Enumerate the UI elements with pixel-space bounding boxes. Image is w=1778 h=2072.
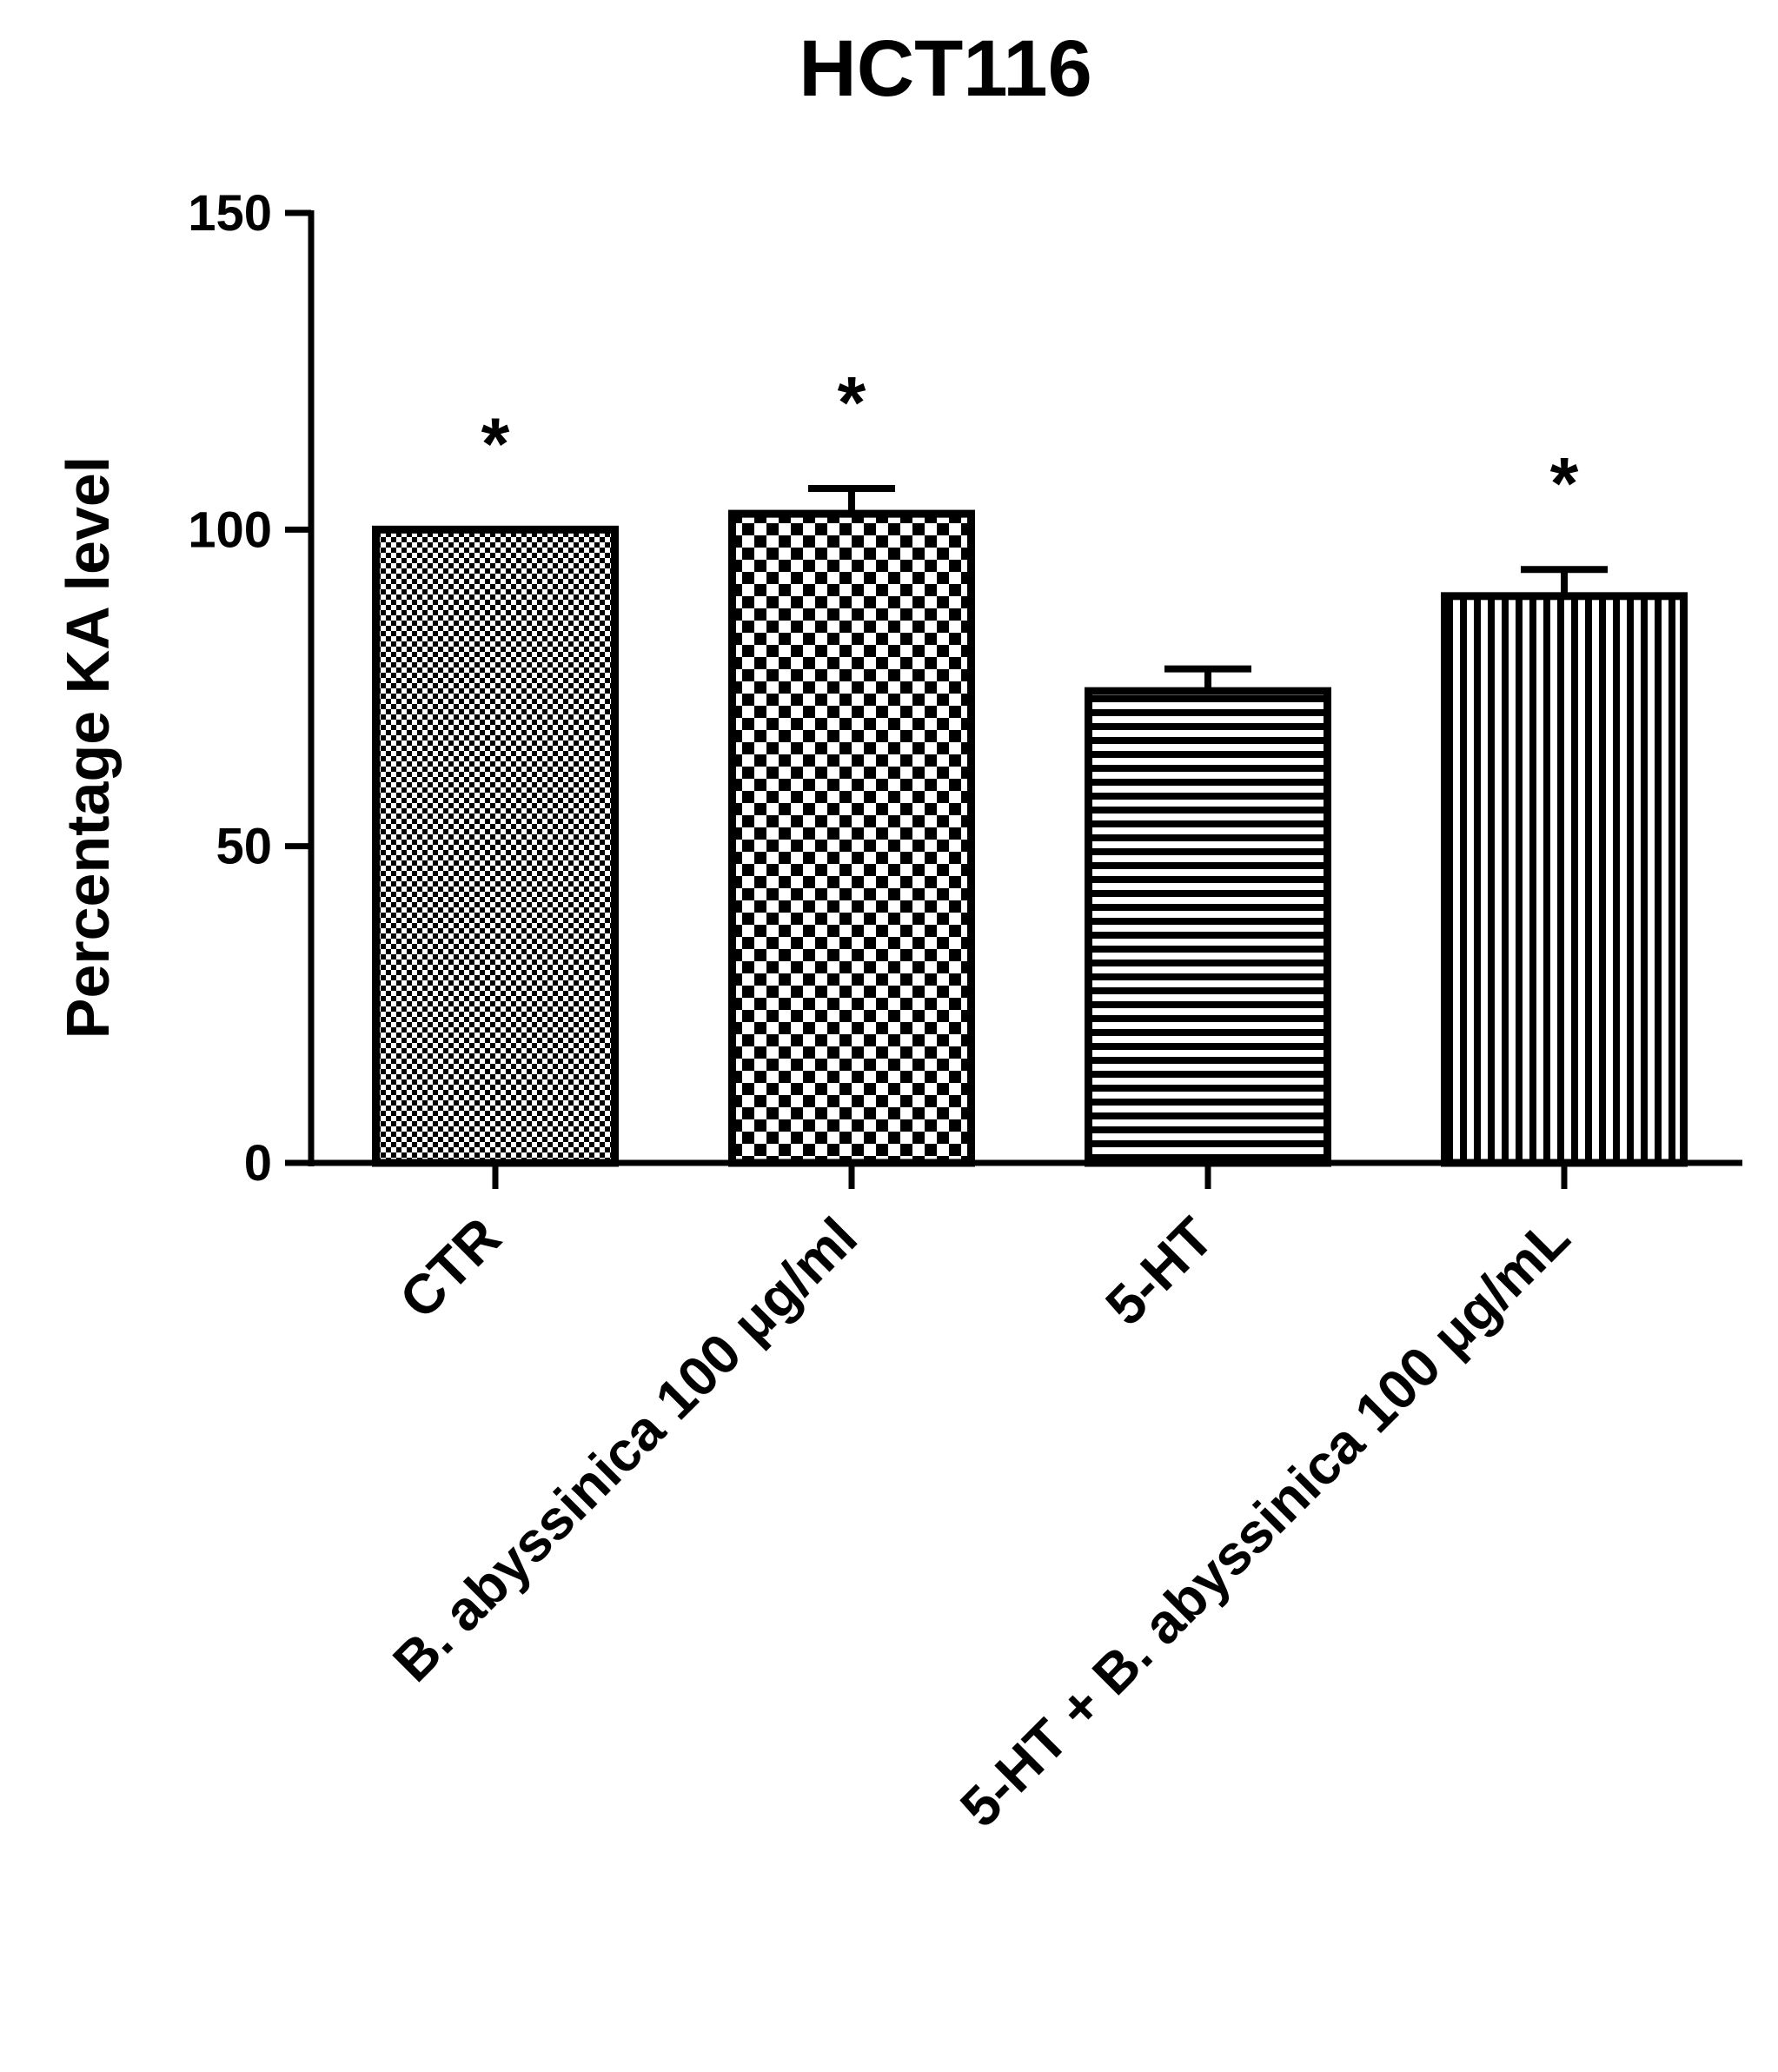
y-tick-label: 150 — [188, 185, 272, 242]
x-category-label: 5-HT + B. abyssinica 100 μg/mL — [948, 1205, 1582, 1839]
significance-star: * — [838, 362, 866, 443]
x-category-label: 5-HT — [1093, 1205, 1224, 1337]
x-category-label: CTR — [388, 1205, 513, 1331]
y-axis-label: Percentage KA level — [54, 456, 122, 1039]
y-tick-label: 100 — [188, 501, 272, 558]
chart-title: HCT116 — [799, 24, 1092, 113]
y-tick-label: 0 — [244, 1135, 272, 1192]
bar — [372, 525, 619, 1167]
significance-star: * — [1550, 442, 1579, 524]
bar — [1441, 592, 1688, 1167]
y-tick-label: 50 — [216, 819, 272, 875]
bar — [1085, 687, 1331, 1167]
bar — [728, 509, 975, 1167]
significance-star: * — [481, 402, 510, 484]
